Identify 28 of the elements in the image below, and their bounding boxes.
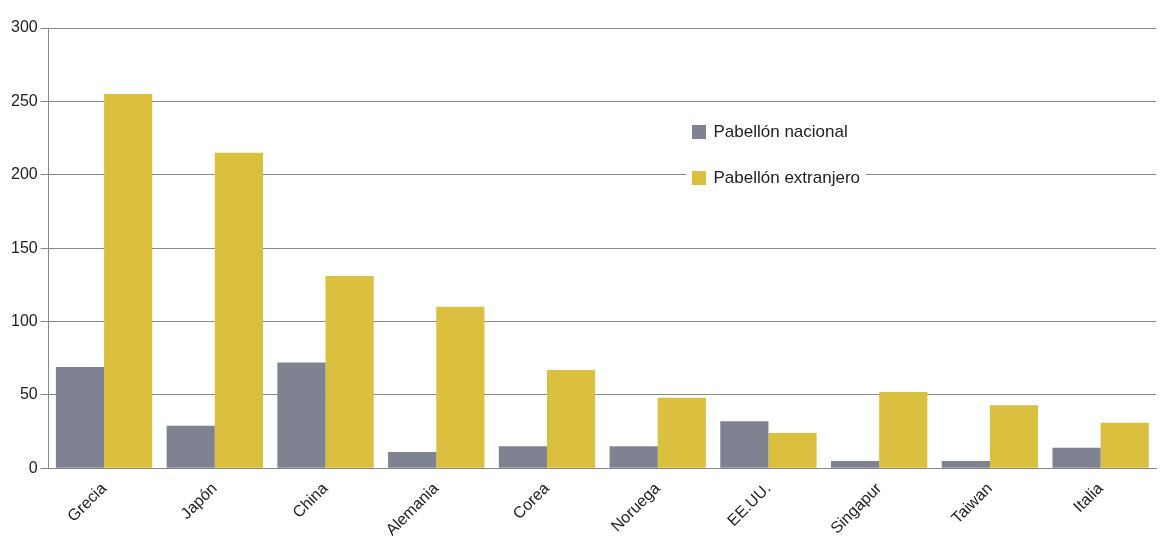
y-tick-label: 0 — [28, 458, 38, 476]
bar — [1052, 447, 1101, 468]
bar — [214, 152, 263, 468]
y-tick-label: 50 — [19, 385, 38, 403]
bar — [325, 276, 374, 468]
bar — [498, 446, 547, 468]
bar — [436, 306, 485, 468]
bar — [720, 421, 769, 468]
y-tick-label: 300 — [10, 18, 38, 36]
bar — [104, 94, 153, 468]
x-tick-label: Italia — [1069, 479, 1106, 516]
bar — [879, 391, 928, 468]
bar — [166, 425, 215, 468]
bar — [546, 369, 596, 468]
bar — [989, 405, 1039, 468]
bar — [609, 446, 658, 468]
legend-label: Pabellón nacional — [713, 122, 848, 142]
bar — [941, 460, 990, 468]
bar — [768, 433, 817, 468]
legend-label: Pabellón extranjero — [713, 168, 860, 188]
y-tick-label: 150 — [10, 238, 38, 256]
y-tick-label: 100 — [10, 311, 38, 329]
bar — [831, 460, 880, 468]
bar — [1100, 422, 1149, 468]
y-tick-label: 200 — [10, 165, 38, 183]
bar — [657, 397, 706, 468]
y-tick-label: 250 — [10, 91, 38, 109]
bar — [388, 452, 437, 468]
